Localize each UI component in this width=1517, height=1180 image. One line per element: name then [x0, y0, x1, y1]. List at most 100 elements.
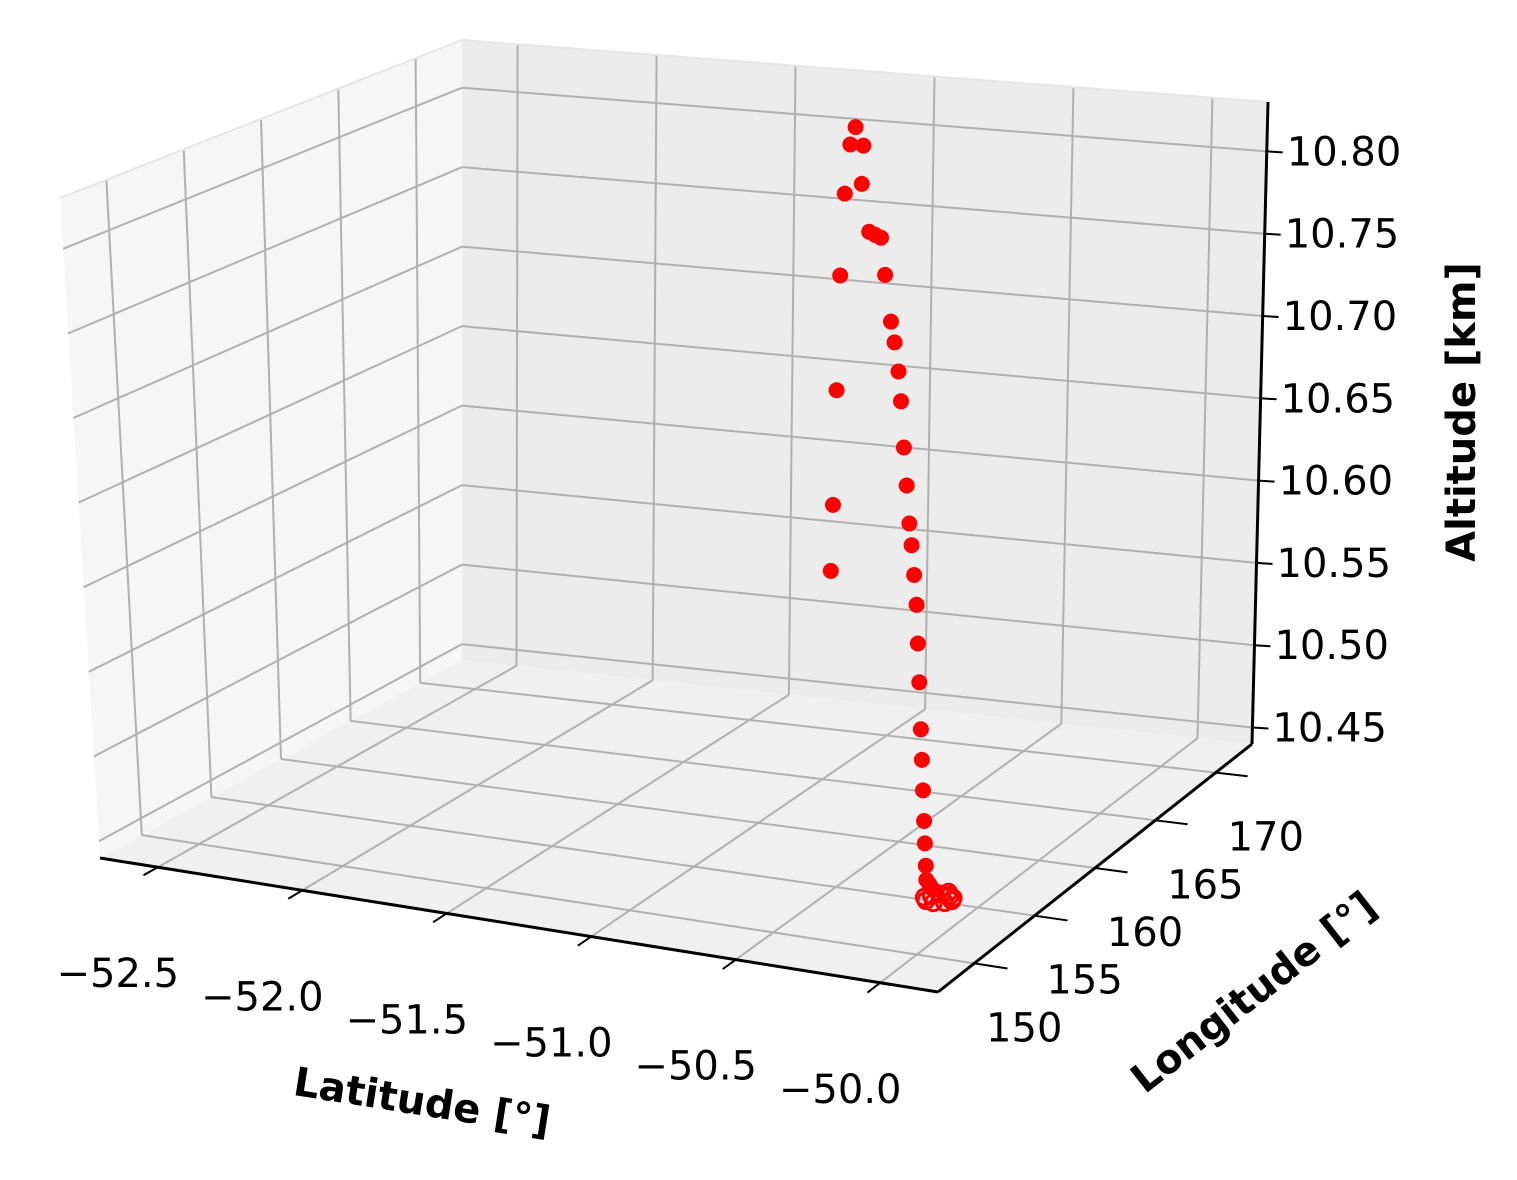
y-tick-label-0: 150: [986, 1005, 1062, 1051]
z-grid-back-2: [461, 484, 1257, 564]
z-grid-left-3: [83, 404, 463, 589]
z-tick-6: [1264, 232, 1281, 236]
z-tick-5: [1262, 315, 1279, 318]
x-tick-0: [142, 866, 159, 877]
x-tick-2: [432, 912, 448, 924]
x-grid-back-1: [651, 54, 658, 681]
grid-lines: [59, 39, 1269, 984]
floor-pane: [100, 660, 1252, 992]
z-tick-label-4: 10.65: [1281, 376, 1396, 422]
data-point-23: [915, 782, 931, 799]
z-grid-left-0: [98, 643, 463, 842]
data-point-16: [903, 537, 920, 554]
data-point-11: [890, 363, 907, 380]
data-point-25: [916, 835, 933, 852]
z-grid-back-7: [461, 86, 1267, 153]
y-grid-left-3: [337, 88, 352, 721]
y-grid-floor-1: [211, 796, 1035, 917]
zlabel: Altitude [km]: [1439, 262, 1485, 562]
data-point-18: [908, 596, 925, 613]
y-tick-label-4: 170: [1228, 815, 1304, 861]
x-tick-label-5: −50.0: [779, 1067, 902, 1113]
loop-point-9: [931, 884, 951, 904]
y-tick-2: [1094, 867, 1128, 874]
z-grid-back-0: [461, 643, 1253, 729]
data-point-30: [832, 267, 849, 284]
z-grid-left-7: [62, 86, 463, 250]
x-tick-label-2: −51.5: [345, 997, 468, 1043]
z-tick-label-6: 10.75: [1285, 212, 1400, 258]
data-points: [822, 119, 963, 913]
x-tick-3: [577, 935, 592, 947]
y-tick-label-1: 155: [1046, 958, 1122, 1004]
axes-lines: [99, 101, 1283, 994]
y-axis-line: [937, 742, 1253, 994]
x-tick-label-0: −52.5: [57, 951, 180, 997]
data-point-19: [909, 635, 926, 652]
z-tick-label-2: 10.55: [1277, 541, 1392, 587]
x-grid-back-0: [515, 44, 519, 666]
z-axis-line: [1250, 101, 1270, 745]
data-point-2: [855, 137, 872, 154]
x-tick-label-1: −52.0: [201, 974, 324, 1020]
y-tick-1: [1034, 914, 1068, 922]
x-tick-4: [722, 958, 737, 970]
data-point-26: [917, 857, 934, 874]
x-tick-label-4: −50.5: [634, 1044, 757, 1090]
data-point-10: [886, 334, 903, 351]
y-tick-0: [974, 962, 1008, 970]
top-back-edge: [461, 39, 1269, 103]
top-left-edge: [59, 39, 463, 199]
x-tick-5: [866, 981, 881, 994]
data-point-9: [883, 313, 899, 330]
z-tick-2: [1256, 561, 1273, 565]
z-grid-left-6: [67, 166, 463, 335]
x-tick-label-3: −51.0: [490, 1021, 613, 1067]
z-tick-1: [1254, 644, 1271, 648]
data-point-3: [853, 175, 870, 192]
y-grid-left-4: [414, 58, 422, 683]
y-tick-label-2: 160: [1107, 910, 1183, 956]
y-tick-4: [1215, 771, 1248, 778]
data-point-17: [906, 567, 923, 583]
z-grid-back-1: [461, 563, 1255, 647]
z-tick-3: [1258, 479, 1275, 483]
data-point-7: [873, 229, 889, 246]
z-tick-label-1: 10.50: [1274, 623, 1389, 669]
data-point-12: [893, 393, 909, 410]
z-grid-back-6: [461, 166, 1265, 235]
left-pane: [60, 40, 462, 858]
z-grid-left-5: [72, 245, 463, 419]
y-grid-floor-0: [141, 834, 975, 965]
z-grid-left-2: [88, 484, 463, 673]
data-point-8: [877, 266, 894, 283]
z-grid-back-5: [461, 245, 1263, 317]
data-point-14: [898, 477, 915, 494]
data-point-4: [836, 185, 853, 202]
data-point-0: [847, 119, 864, 136]
y-tick-3: [1155, 819, 1188, 826]
data-point-33: [822, 562, 839, 579]
data-point-21: [912, 721, 929, 738]
back-pane: [462, 40, 1268, 744]
y-grid-left-2: [260, 118, 282, 760]
z-tick-label-5: 10.70: [1283, 294, 1398, 340]
data-point-1: [842, 136, 859, 153]
xlabel: Latitude [°]: [290, 1059, 553, 1145]
z-tick-label-7: 10.80: [1287, 129, 1402, 175]
data-point-32: [825, 496, 841, 513]
loop-point-8: [922, 886, 941, 905]
x-axis-line: [99, 856, 939, 994]
y-grid-left-0: [105, 179, 143, 836]
data-point-15: [901, 515, 918, 532]
x-grid-back-4: [1060, 87, 1075, 724]
data-point-31: [828, 382, 845, 399]
z-grid-left-4: [78, 325, 463, 504]
z-tick-0: [1252, 726, 1269, 730]
y-grid-floor-3: [350, 719, 1156, 822]
y-grid-floor-4: [420, 681, 1216, 774]
z-tick-label-3: 10.60: [1279, 459, 1394, 505]
x-grid-back-5: [1196, 97, 1214, 739]
